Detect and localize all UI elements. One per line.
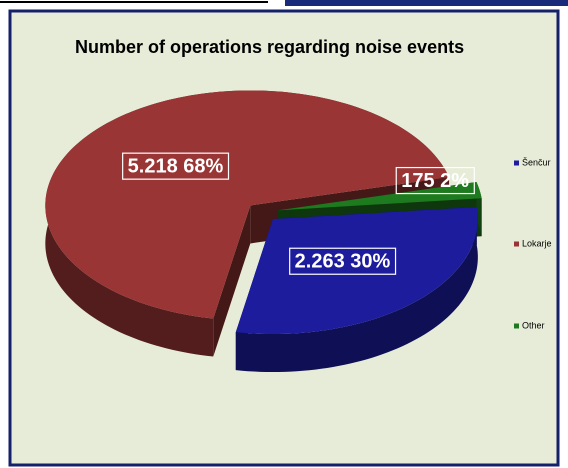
slice: [277, 182, 482, 211]
pie: 2.263 30% 5.218 68% 175 2%: [45, 90, 482, 373]
slice-side: [235, 207, 478, 373]
data-label-box: [122, 152, 230, 180]
legend: Šenčur Lokarje Other: [514, 157, 552, 330]
data-label: 5.218 68%: [128, 155, 224, 177]
data-label: 2.263 30%: [295, 251, 391, 273]
legend-swatch: [514, 160, 519, 166]
data-label: 175 2%: [401, 170, 469, 192]
data-label-box: [289, 247, 397, 275]
legend-label: Other: [522, 320, 545, 330]
legend-label: Lokarje: [522, 238, 552, 248]
slice: [45, 90, 450, 319]
legend-swatch: [514, 323, 519, 329]
slice-side: [213, 205, 251, 357]
window-edge: [285, 0, 568, 6]
slice: [235, 207, 478, 335]
chart-title: Number of operations regarding noise eve…: [75, 37, 464, 57]
legend-swatch: [514, 241, 519, 247]
legend-label: Šenčur: [522, 157, 551, 167]
data-label-box: [395, 166, 475, 195]
